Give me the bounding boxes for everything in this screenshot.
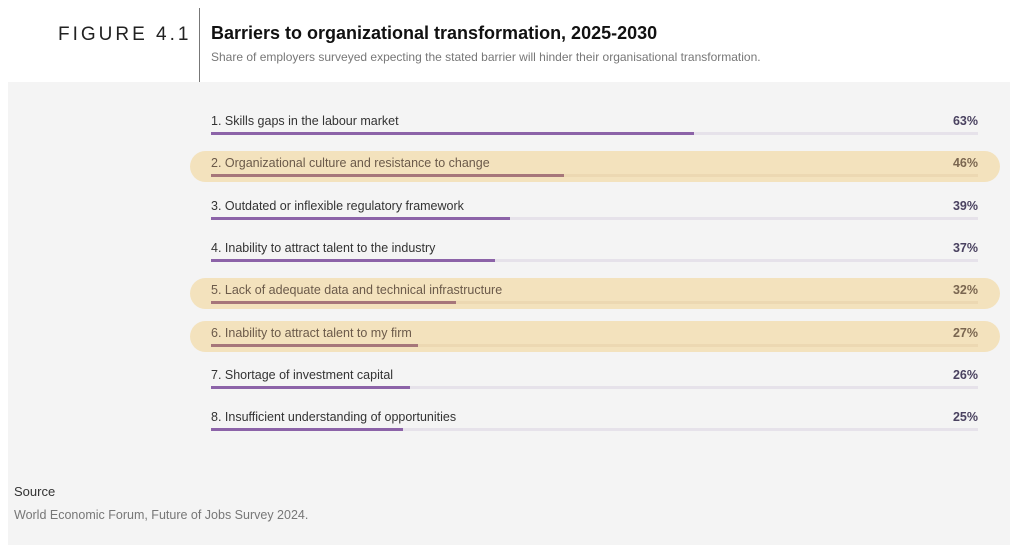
bar-label: 2. Organizational culture and resistance… <box>211 156 490 171</box>
bar-track <box>211 216 978 220</box>
bar-track <box>211 428 978 432</box>
bar-value-label: 37% <box>952 240 978 255</box>
bar-row: 2. Organizational culture and resistance… <box>190 151 1000 183</box>
bar-track <box>211 174 978 178</box>
bar-value-label: 32% <box>952 283 978 298</box>
bar-track <box>211 258 978 262</box>
bar-track <box>211 132 978 135</box>
chart-title: Barriers to organizational transformatio… <box>211 23 658 43</box>
bar-value-label: 46% <box>952 156 978 171</box>
source-heading: Source <box>14 484 56 499</box>
bar-row: 1. Skills gaps in the labour market 63% <box>190 109 1000 140</box>
bar-label: 7. Shortage of investment capital <box>211 367 394 382</box>
bar-label: 3. Outdated or inflexible regulatory fra… <box>211 198 464 213</box>
bar-value-label: 39% <box>952 198 978 213</box>
bar-label: 4. Inability to attract talent to the in… <box>211 240 436 255</box>
bar-track <box>211 385 978 389</box>
bar <box>211 132 695 135</box>
bar-row: 5. Lack of adequate data and technical i… <box>190 278 1000 310</box>
source-text: World Economic Forum, Future of Jobs Sur… <box>14 508 309 522</box>
bar-row: 8. Insufficient understanding of opportu… <box>190 405 1000 436</box>
bar <box>211 216 511 220</box>
bar <box>211 343 419 347</box>
bar-row: 4. Inability to attract talent to the in… <box>190 236 1000 267</box>
bar-track <box>211 343 978 347</box>
bar-value-label: 26% <box>952 367 978 382</box>
chart-subtitle: Share of employers surveyed expecting th… <box>211 50 761 64</box>
bar-track <box>211 301 978 305</box>
header-divider <box>199 8 200 82</box>
bar <box>211 428 403 432</box>
bar-row: 6. Inability to attract talent to my fir… <box>190 320 1000 352</box>
bar-label: 6. Inability to attract talent to my fir… <box>211 325 412 340</box>
bar <box>211 174 564 178</box>
bar-value-label: 27% <box>952 325 978 340</box>
bar-label: 8. Insufficient understanding of opportu… <box>211 410 457 425</box>
bar-label: 1. Skills gaps in the labour market <box>211 114 399 128</box>
bar-value-label: 63% <box>952 114 978 128</box>
bar <box>211 301 457 305</box>
bar-row: 7. Shortage of investment capital 26% <box>190 363 1000 394</box>
bar-label: 5. Lack of adequate data and technical i… <box>211 283 503 298</box>
bar-row: 3. Outdated or inflexible regulatory fra… <box>190 194 1000 225</box>
bar <box>211 385 411 389</box>
figure-label: FIGURE 4.1 <box>58 24 192 45</box>
bar <box>211 258 495 262</box>
bar-value-label: 25% <box>952 410 978 425</box>
